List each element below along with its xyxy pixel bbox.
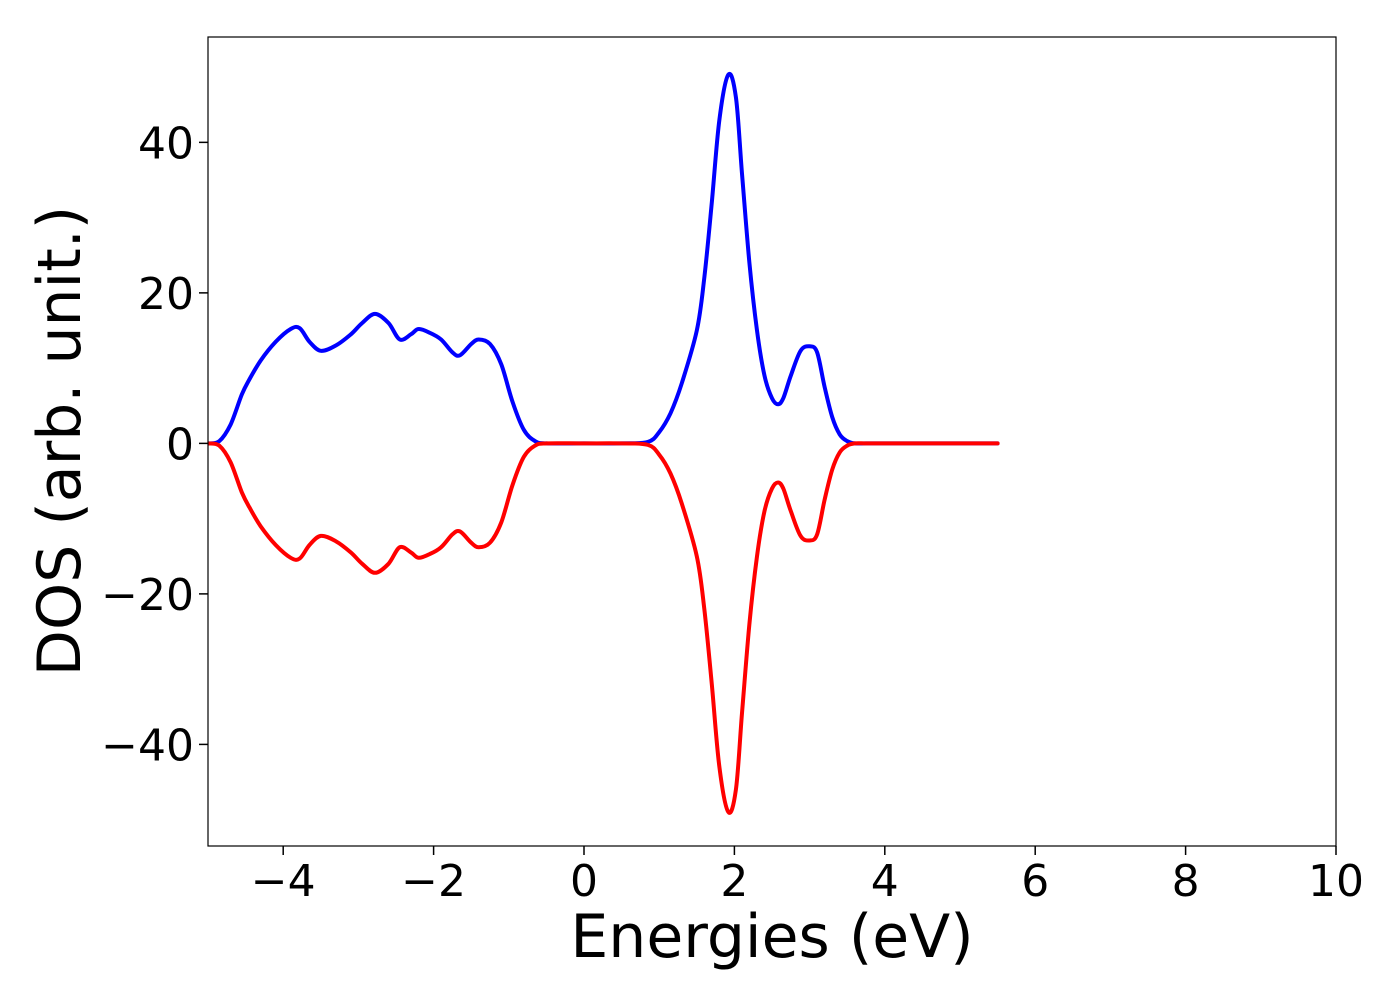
plot-lines [208, 71, 1000, 815]
x-tick-label: 0 [570, 856, 598, 907]
plot-frame [207, 36, 1337, 847]
x-tick-label: −2 [401, 856, 466, 907]
x-tick-label: 4 [871, 856, 899, 907]
x-tick-label: 6 [1021, 856, 1049, 907]
x-tick-label: 8 [1172, 856, 1200, 907]
series-line-2 [208, 441, 1000, 815]
x-tick-label: −4 [251, 856, 316, 907]
y-axis-label: DOS (arb. unit.) [25, 206, 95, 676]
y-tick-label: −20 [101, 570, 194, 621]
y-tick-label: −40 [101, 720, 194, 771]
x-axis-label: Energies (eV) [570, 902, 973, 972]
y-tick-label: 40 [138, 118, 194, 169]
y-axis-ticks: −40 −20 0 20 40 [101, 118, 208, 771]
y-tick-label: 0 [166, 419, 194, 470]
x-tick-label: 10 [1308, 856, 1364, 907]
y-tick-label: 20 [138, 269, 194, 320]
x-axis-ticks: −4 −2 0 2 4 6 8 10 [251, 846, 1364, 907]
x-tick-label: 2 [720, 856, 748, 907]
